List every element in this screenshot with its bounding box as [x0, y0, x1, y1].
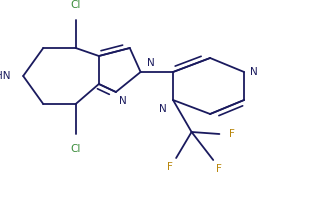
Text: F: F — [216, 164, 222, 174]
Text: N: N — [159, 104, 167, 114]
Text: Cl: Cl — [70, 144, 81, 154]
Text: N: N — [250, 67, 258, 77]
Text: F: F — [167, 162, 173, 172]
Text: Cl: Cl — [70, 0, 81, 10]
Text: N: N — [147, 58, 154, 68]
Text: N: N — [119, 96, 127, 106]
Text: HN: HN — [0, 71, 11, 81]
Text: F: F — [229, 129, 235, 139]
